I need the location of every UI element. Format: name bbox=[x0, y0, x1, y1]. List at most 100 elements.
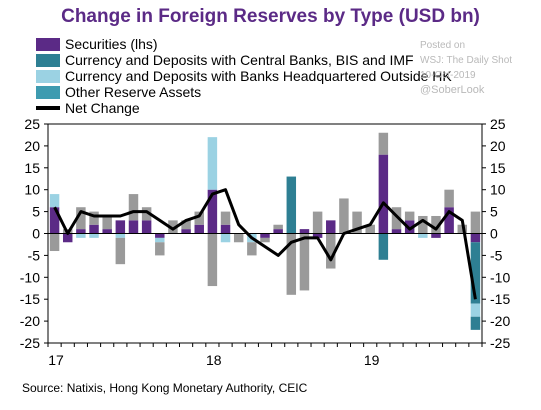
bar-series-4-3 bbox=[89, 211, 99, 225]
bar-series-0-19 bbox=[299, 229, 310, 234]
bar-series-0-25 bbox=[378, 154, 389, 234]
bar-series-4-21 bbox=[326, 233, 336, 269]
bar-series-4-8 bbox=[155, 242, 165, 256]
bar-series-2-3 bbox=[89, 233, 99, 238]
bar-series-0-5 bbox=[115, 220, 126, 234]
bar-series-2-5 bbox=[115, 233, 126, 238]
y-tick-label-left: 25 bbox=[24, 116, 40, 132]
bar-series-4-27 bbox=[404, 211, 415, 221]
y-tick-label-right: -15 bbox=[490, 291, 510, 307]
bar-series-4-15 bbox=[247, 242, 257, 256]
bar-series-1-32 bbox=[470, 242, 481, 304]
legend-label-central-banks: Currency and Deposits with Central Banks… bbox=[65, 52, 414, 68]
chart-title: Change in Foreign Reserves by Type (USD … bbox=[61, 6, 480, 27]
y-tick-label-left: 15 bbox=[24, 160, 40, 176]
bar-series-0-27 bbox=[404, 220, 415, 234]
y-tick-label-right: 15 bbox=[490, 160, 506, 176]
y-tick-label-right: 5 bbox=[490, 204, 498, 220]
net-change-line bbox=[53, 188, 477, 300]
legend-swatch-securities bbox=[36, 37, 60, 51]
y-tick-label-right: -5 bbox=[490, 247, 503, 263]
y-tick-label-right: 0 bbox=[490, 226, 498, 242]
bar-series-2-8 bbox=[155, 237, 165, 243]
bar-series-4-7 bbox=[141, 207, 152, 221]
bar-series-0-21 bbox=[326, 220, 336, 234]
bar-series-4-20 bbox=[312, 211, 323, 234]
bar-series-0-6 bbox=[128, 220, 139, 234]
bar-series-4-29 bbox=[431, 215, 441, 234]
legend-item-net-change: Net Change bbox=[36, 100, 452, 116]
legend-item-securities: Securities (lhs) bbox=[36, 36, 452, 52]
source-note: Source: Natixis, Hong Kong Monetary Auth… bbox=[22, 381, 308, 395]
bar-series-1-18 bbox=[286, 176, 297, 234]
bar-series-4-11 bbox=[194, 211, 204, 225]
bar-series-4-12 bbox=[207, 233, 218, 287]
bar-series-4-9 bbox=[168, 220, 178, 234]
y-tick-label-right: -20 bbox=[490, 313, 510, 329]
bar-series-4-0 bbox=[49, 233, 60, 252]
bar-series-4-10 bbox=[181, 220, 191, 230]
y-tick-label-left: -15 bbox=[20, 291, 40, 307]
bar-series-0-0 bbox=[49, 207, 60, 234]
legend-label-other-reserve: Other Reserve Assets bbox=[65, 84, 202, 100]
bar-series-1-25 bbox=[378, 233, 389, 260]
bar-series-0-16 bbox=[260, 233, 270, 238]
bar-series-4-30 bbox=[444, 189, 454, 208]
y-tick-label-right: 10 bbox=[490, 182, 506, 198]
y-tick-label-left: -25 bbox=[20, 335, 40, 351]
bar-series-2-2 bbox=[76, 233, 86, 238]
legend-swatch-other-reserve bbox=[36, 85, 60, 99]
bar-series-0-8 bbox=[155, 233, 165, 238]
x-tick-label-18: 18 bbox=[206, 352, 222, 368]
watermark-date: 10-Oct-2019 bbox=[420, 70, 476, 81]
bar-series-3-32 bbox=[470, 316, 481, 330]
bar-series-0-1 bbox=[62, 233, 73, 243]
legend-label-outside-hk: Currency and Deposits with Banks Headqua… bbox=[65, 68, 452, 84]
watermark-source: WSJ: The Daily Shot bbox=[420, 55, 513, 66]
bar-series-2-0 bbox=[49, 194, 60, 208]
legend-label-securities: Securities (lhs) bbox=[65, 36, 158, 52]
y-tick-label-right: -25 bbox=[490, 335, 510, 351]
legend-swatch-outside-hk bbox=[36, 69, 60, 83]
bar-series-0-29 bbox=[431, 233, 441, 238]
bar-series-2-13 bbox=[220, 233, 231, 243]
y-tick-label-left: 0 bbox=[32, 226, 40, 242]
y-tick-label-right: -10 bbox=[490, 269, 510, 285]
bar-series-4-13 bbox=[220, 211, 231, 225]
bar-series-4-4 bbox=[102, 215, 112, 230]
bar-series-0-12 bbox=[207, 189, 218, 234]
bar-series-4-28 bbox=[418, 215, 428, 234]
bar-series-2-32 bbox=[470, 303, 481, 317]
bar-series-0-4 bbox=[102, 229, 112, 234]
bar-series-0-30 bbox=[444, 207, 454, 234]
bar-series-4-19 bbox=[299, 233, 310, 291]
y-tick-label-left: 10 bbox=[24, 182, 40, 198]
x-tick-label-17: 17 bbox=[48, 352, 64, 368]
y-tick-label-right: 20 bbox=[490, 138, 506, 154]
bar-series-0-32 bbox=[470, 233, 481, 243]
bar-series-4-23 bbox=[352, 211, 362, 234]
bar-series-4-32 bbox=[470, 211, 481, 234]
bar-series-0-26 bbox=[391, 229, 402, 234]
watermark-handle: @SoberLook bbox=[420, 84, 485, 96]
bar-series-4-25 bbox=[378, 132, 389, 155]
bar-series-4-18 bbox=[286, 233, 297, 295]
bar-series-0-2 bbox=[76, 229, 86, 234]
bar-series-0-20 bbox=[312, 233, 323, 238]
legend-swatch-net-change bbox=[36, 106, 60, 110]
bar-series-4-22 bbox=[339, 198, 349, 234]
bar-series-2-28 bbox=[418, 233, 428, 238]
legend-label-net-change: Net Change bbox=[65, 100, 140, 116]
bar-series-0-10 bbox=[181, 229, 191, 234]
bar-series-4-26 bbox=[391, 207, 402, 230]
bar-series-2-12 bbox=[207, 137, 218, 190]
legend: Securities (lhs) Currency and Deposits w… bbox=[36, 36, 452, 116]
legend-item-central-banks: Currency and Deposits with Central Banks… bbox=[36, 52, 452, 68]
y-tick-label-left: -20 bbox=[20, 313, 40, 329]
y-tick-label-left: 5 bbox=[32, 204, 40, 220]
watermark-posted-on: Posted on bbox=[420, 40, 466, 51]
bar-series-4-2 bbox=[76, 207, 86, 230]
y-tick-label-left: -10 bbox=[20, 269, 40, 285]
bar-series-0-13 bbox=[220, 224, 231, 234]
